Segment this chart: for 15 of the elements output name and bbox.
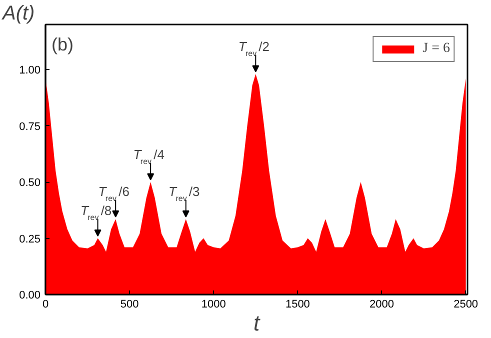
x-tick-label: 0 [42,298,49,310]
x-axis-title: t [253,310,260,336]
x-tick-label: 1500 [285,298,310,310]
x-tick-label: 500 [120,298,139,310]
x-tick-label: 2000 [370,298,394,310]
y-tick-label: 0.50 [19,177,41,189]
y-tick-label: 0.75 [19,120,41,133]
annotation: (b) [52,34,74,54]
y-axis-title: A(t) [2,2,35,24]
y-tick-label: 1.00 [19,64,41,76]
y-tick-label: 0.25 [19,233,41,246]
legend-label: J = 6 [422,41,450,57]
x-tick-label: 1000 [201,298,226,310]
x-tick-label: 2500 [454,298,478,310]
y-tick-label: 0.00 [19,290,41,302]
